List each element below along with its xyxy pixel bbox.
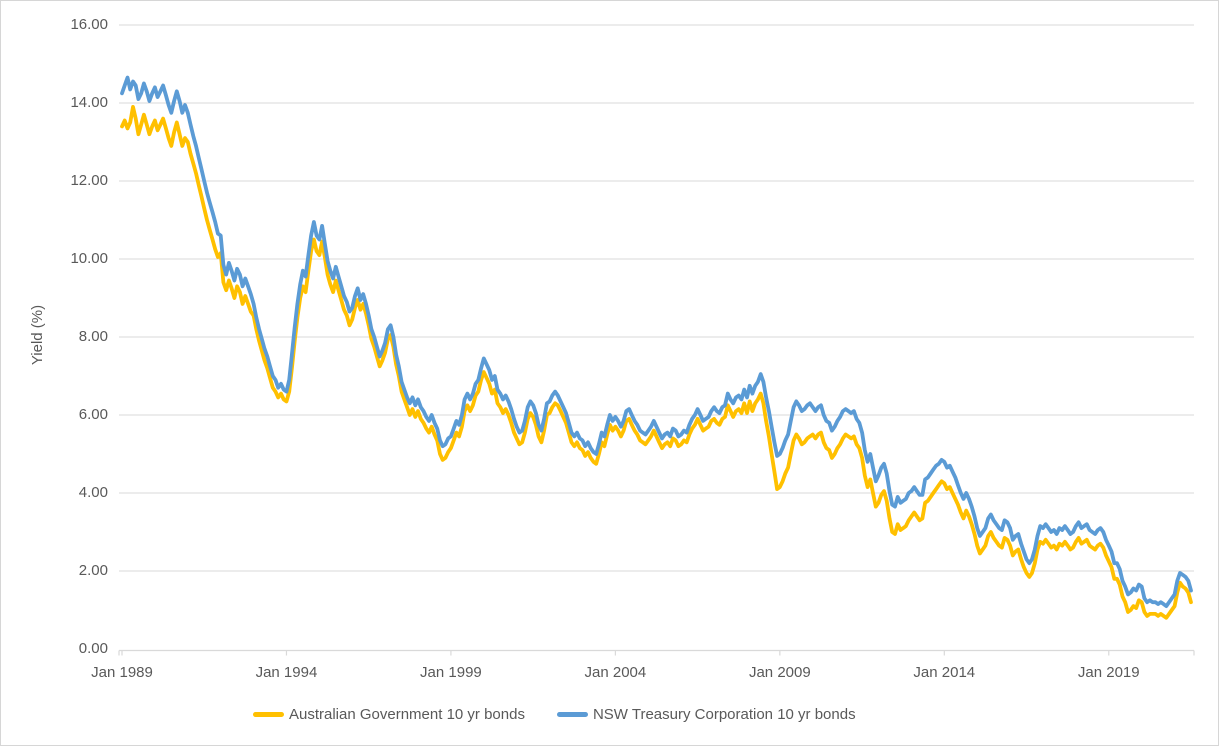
x-tick-label: Jan 1989 [91,664,153,681]
legend-label-nsw: NSW Treasury Corporation 10 yr bonds [592,706,856,723]
x-tick-label: Jan 1999 [420,664,482,681]
x-tick-label: Jan 2014 [913,664,976,681]
y-tick-label: 12.00 [70,172,108,189]
x-tick-label: Jan 1994 [255,664,318,681]
y-tick-label: 16.00 [70,16,108,33]
nsw-tcorp-line [120,75,1193,608]
x-tick-label: Jan 2009 [748,664,811,681]
x-tick-label: Jan 2004 [584,664,647,681]
y-tick-label: 0.00 [78,640,108,657]
nsw-series-swatch [556,712,588,717]
x-tick-label: Jan 2019 [1077,664,1140,681]
y-tick-label: 8.00 [78,328,108,345]
legend-item-nsw-treasury: NSW Treasury Corporation 10 yr bonds [556,705,856,724]
y-tick-label: 2.00 [78,562,108,579]
legend-label-gov: Australian Government 10 yr bonds [289,706,525,723]
gov-series-swatch [253,712,284,717]
y-tick-label: 4.00 [78,484,108,501]
gov-bonds-line [120,105,1193,620]
legend-item-australian-government: Australian Government 10 yr bonds [253,705,525,724]
y-tick-label: 14.00 [70,94,108,111]
y-tick-label: 10.00 [70,250,108,267]
legend: Australian Government 10 yr bonds NSW Tr… [253,705,856,724]
y-tick-label: 6.00 [78,406,108,423]
